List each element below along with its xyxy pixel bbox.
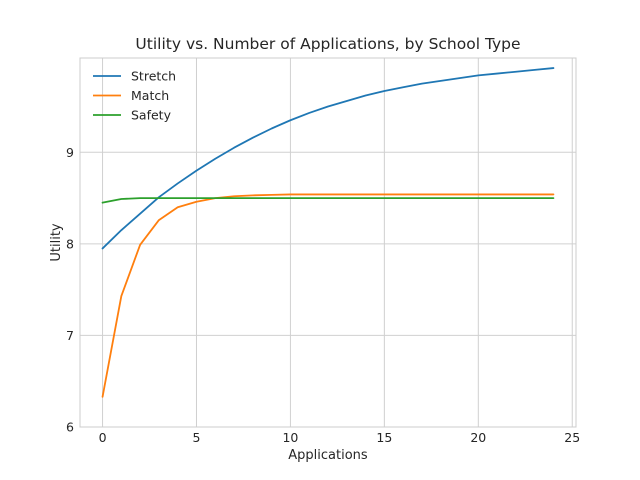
series-line-stretch	[101, 67, 555, 250]
tick-labels: 0 5 10 15 20 25 6 7 8 9	[66, 145, 580, 445]
y-axis-label: Utility	[49, 223, 64, 262]
y-tick-label: 8	[66, 236, 74, 251]
legend-label-match: Match	[131, 88, 169, 103]
legend-label-stretch: Stretch	[131, 69, 176, 84]
x-tick-label: 0	[99, 430, 107, 445]
y-tick-label: 9	[66, 145, 74, 160]
y-tick-label: 6	[66, 420, 74, 435]
plot-frame	[79, 57, 577, 428]
x-tick-label: 5	[193, 430, 201, 445]
x-tick-label: 20	[470, 430, 486, 445]
series-line-match	[101, 193, 555, 398]
legend-label-safety: Safety	[131, 108, 172, 123]
series-lines	[101, 67, 555, 398]
x-tick-label: 15	[376, 430, 392, 445]
y-tick-label: 7	[66, 328, 74, 343]
x-tick-label: 25	[564, 430, 580, 445]
x-axis-label: Applications	[288, 448, 368, 463]
chart-title: Utility vs. Number of Applications, by S…	[135, 35, 520, 53]
series-line-safety	[101, 197, 555, 204]
legend: Stretch Match Safety	[93, 69, 176, 123]
x-tick-label: 10	[282, 430, 298, 445]
